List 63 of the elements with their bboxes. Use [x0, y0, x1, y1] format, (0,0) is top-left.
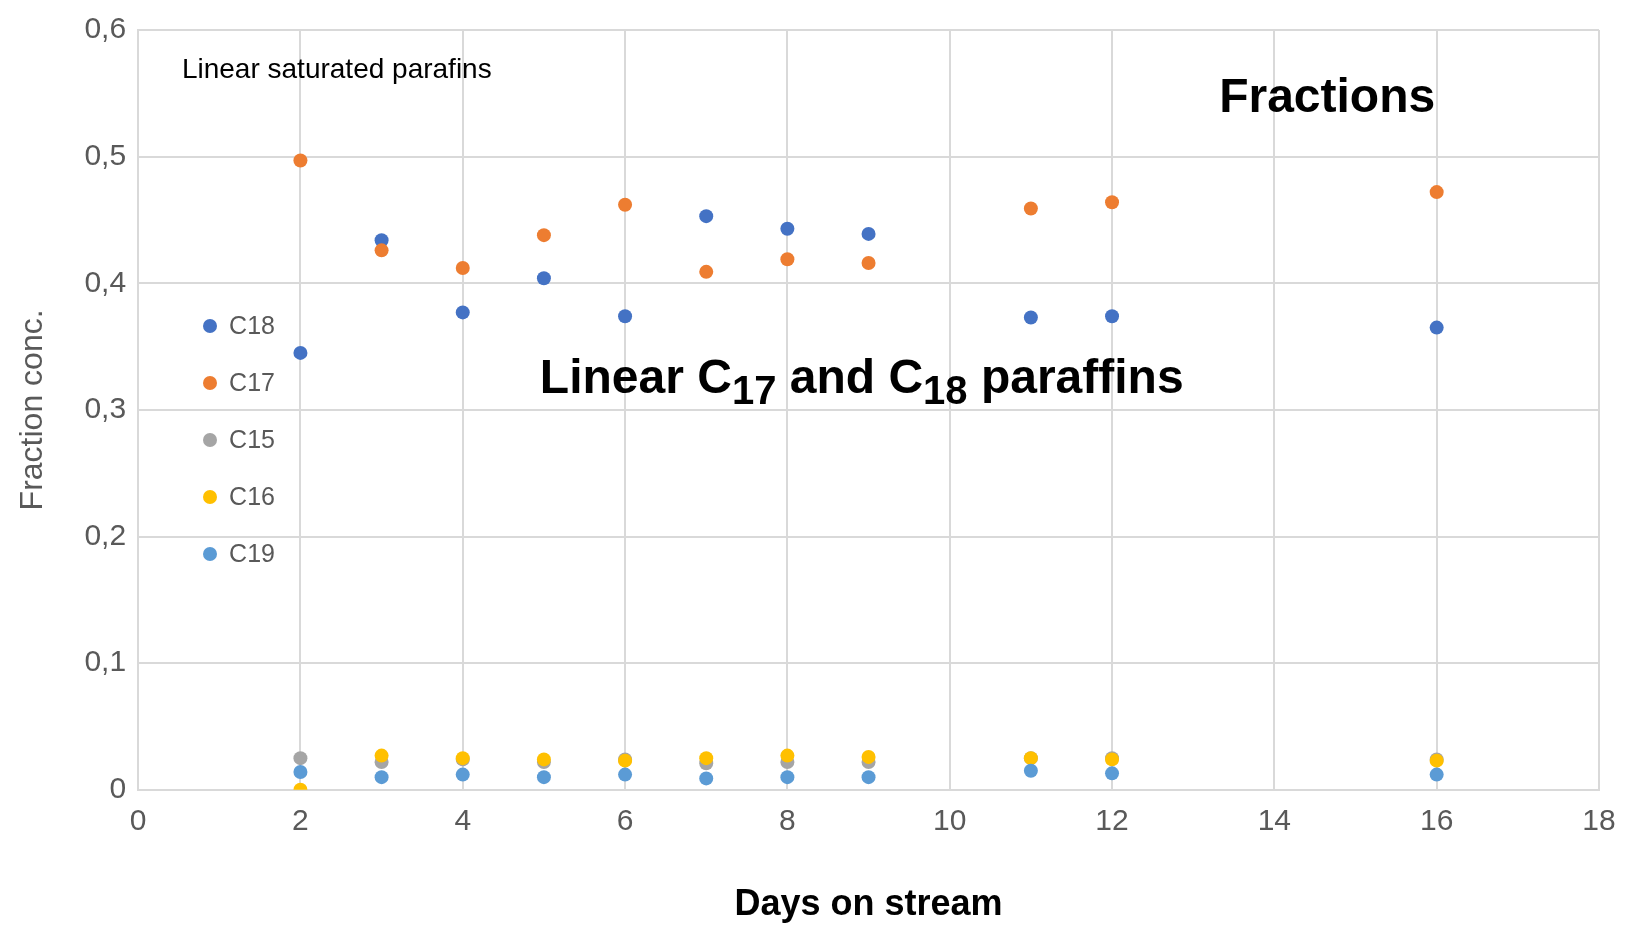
point — [780, 252, 795, 267]
point — [618, 767, 633, 782]
point — [699, 771, 714, 786]
legend-label: C15 — [229, 425, 275, 455]
point — [1105, 766, 1120, 781]
point — [699, 751, 714, 766]
point — [374, 748, 389, 763]
point — [455, 767, 470, 782]
point — [536, 770, 551, 785]
point — [455, 261, 470, 276]
x-axis-title: Days on stream — [734, 882, 1003, 924]
legend-label: C19 — [229, 539, 275, 569]
point — [780, 748, 795, 763]
point — [780, 221, 795, 236]
x-tick-label: 14 — [1257, 803, 1292, 837]
y-tick-label: 0,2 — [84, 517, 127, 551]
point — [536, 228, 551, 243]
point — [536, 271, 551, 286]
legend-label: C17 — [229, 368, 275, 398]
point — [455, 305, 470, 320]
point — [1023, 310, 1038, 325]
point — [699, 209, 714, 224]
x-tick-label: 4 — [454, 803, 472, 837]
x-tick-label: 10 — [933, 803, 967, 837]
point — [293, 751, 308, 766]
point — [1023, 201, 1038, 216]
x-tick-label: 6 — [616, 803, 634, 837]
y-axis-title: Fraction conc. — [13, 309, 50, 511]
x-tick-label: 12 — [1095, 803, 1129, 837]
x-tick-label: 8 — [779, 803, 796, 837]
y-tick-label: 0,3 — [84, 391, 127, 425]
x-tick-label: 2 — [292, 803, 309, 837]
x-tick-label: 18 — [1582, 803, 1616, 837]
annotation: Fractions — [1219, 68, 1436, 123]
y-tick-label: 0 — [109, 771, 127, 805]
point — [861, 770, 876, 785]
point — [293, 153, 308, 168]
point — [780, 770, 795, 785]
point — [293, 765, 308, 780]
legend-label: C18 — [229, 311, 275, 341]
annotation: Linear saturated parafins — [181, 52, 492, 85]
y-tick-label: 0,5 — [84, 137, 127, 171]
y-tick-label: 0,1 — [84, 644, 127, 678]
y-tick-label: 0,6 — [84, 11, 127, 45]
point — [374, 770, 389, 785]
legend-label: C16 — [229, 482, 275, 512]
point — [293, 345, 308, 360]
point — [1429, 320, 1444, 335]
point — [861, 749, 876, 764]
point — [861, 226, 876, 241]
x-tick-label: 16 — [1419, 803, 1454, 837]
point — [374, 243, 389, 258]
point — [1429, 767, 1444, 782]
point — [618, 197, 633, 212]
point — [1105, 309, 1120, 324]
point — [618, 309, 633, 324]
point — [699, 264, 714, 279]
y-tick-label: 0,4 — [84, 264, 127, 298]
point — [861, 256, 876, 271]
annotation: Linear C$_{17}$ and C$_{18}$ paraffins — [539, 349, 1184, 413]
point — [1023, 763, 1038, 778]
point — [1429, 185, 1444, 200]
point — [1105, 195, 1120, 210]
